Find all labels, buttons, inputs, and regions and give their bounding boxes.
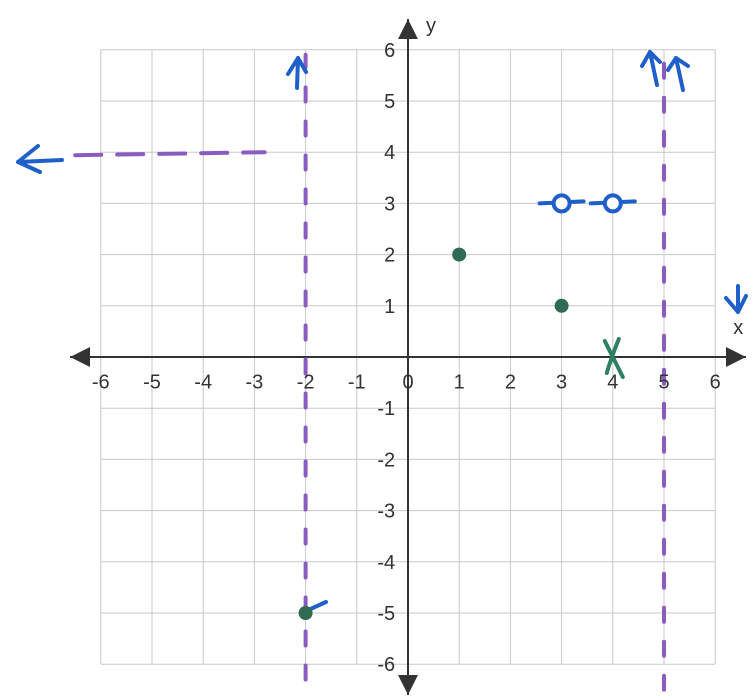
y-tick-label: -3	[377, 501, 395, 523]
x-tick-label: -1	[348, 372, 366, 394]
y-axis-label: y	[426, 15, 436, 37]
closed-point	[452, 247, 467, 262]
up-arrow-icon	[286, 56, 308, 90]
closed-point	[298, 606, 313, 620]
y-tick-label: 5	[384, 91, 395, 113]
end-behavior-arrows	[16, 50, 748, 613]
y-tick-label: 3	[384, 193, 395, 215]
x-tick-label: 5	[658, 372, 669, 394]
y-tick-label: -6	[377, 654, 395, 676]
down-arrow-icon	[724, 284, 748, 314]
y-tick-label: 1	[384, 296, 395, 318]
open-point	[602, 193, 623, 214]
tick-labels: x y -6 -5 -4 -3 -2 -1 0 1 2 3 4 5 6 6 5 4 3 2 1 -1 -2 -3 -4 -5 -6	[92, 15, 743, 676]
y-tick-label: -1	[377, 398, 395, 420]
x-tick-label: 2	[505, 372, 516, 394]
x-tick-label: -5	[143, 372, 161, 394]
up-arrow-left-icon	[640, 50, 662, 87]
x-tick-label: 1	[454, 372, 465, 394]
up-arrow-right-icon	[666, 56, 690, 92]
y-tick-label: -5	[377, 603, 395, 625]
left-arrow-icon	[16, 144, 64, 174]
x-tick-label: 0	[402, 372, 413, 394]
y-tick-label: 2	[384, 245, 395, 267]
y-tick-label: 4	[384, 142, 395, 164]
closed-point	[554, 298, 569, 313]
x-tick-label: 4	[607, 372, 618, 394]
x-tick-label: -4	[194, 372, 212, 394]
asymptotes	[73, 52, 666, 692]
y-tick-label: 6	[384, 40, 395, 62]
x-axis-label: x	[733, 317, 743, 339]
x-tick-label: -3	[246, 372, 264, 394]
y-tick-label: -2	[377, 449, 395, 471]
open-point	[551, 193, 572, 214]
points	[298, 193, 637, 620]
x-tick-label: 3	[556, 372, 567, 394]
axes	[70, 19, 746, 695]
x-tick-label: 6	[710, 372, 721, 394]
x-tick-label: -2	[297, 372, 315, 394]
x-intercept-mark	[602, 337, 625, 379]
horizontal-asymptote	[73, 150, 267, 158]
x-tick-label: -6	[92, 372, 110, 394]
y-tick-label: -4	[377, 552, 395, 574]
